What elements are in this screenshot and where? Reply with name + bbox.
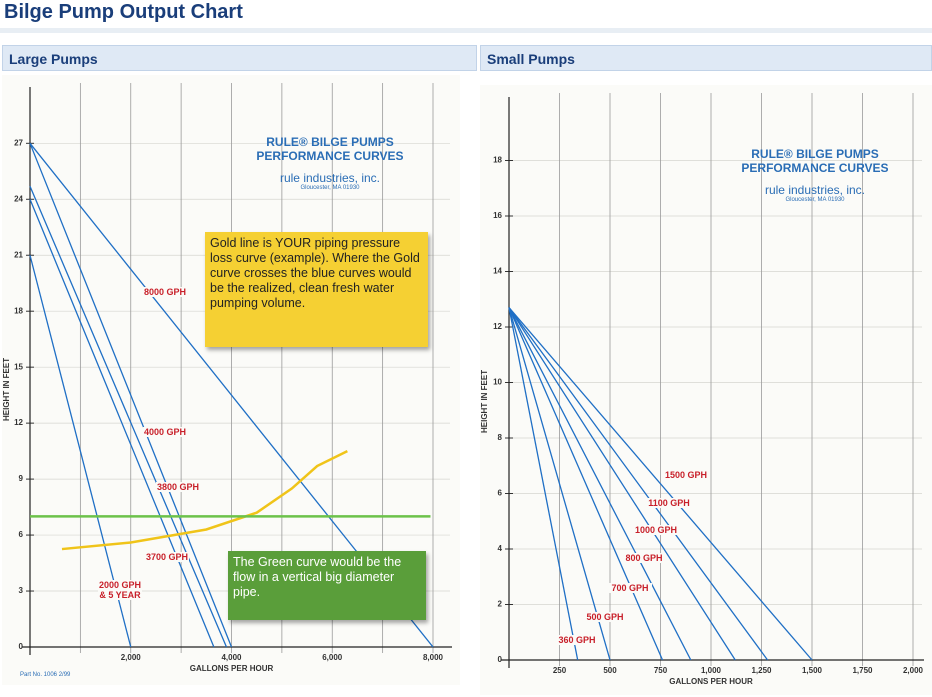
- curve: [29, 199, 215, 648]
- x-tick-label: 250: [553, 666, 567, 675]
- x-tick-label: 2,000: [121, 653, 142, 662]
- logo-text: PERFORMANCE CURVES: [256, 149, 404, 163]
- y-tick-label: 12: [14, 418, 23, 427]
- y-tick-label: 15: [14, 362, 23, 371]
- curve-label: 1000 GPH: [634, 525, 678, 535]
- x-tick-label: 2,000: [903, 666, 924, 675]
- y-tick-label: 27: [14, 138, 23, 147]
- chart: 0 2 4 6 8 10 12 14 16 18 250 500 750 1,000 1,250 1,500 1…: [493, 93, 924, 675]
- curve-label: 700 GPH: [608, 583, 652, 593]
- y-tick-label: 12: [493, 322, 502, 331]
- y-tick-label: 14: [493, 267, 502, 276]
- y-tick-label: 0: [498, 655, 503, 664]
- curve: [508, 307, 813, 661]
- panel-header: Large Pumps: [2, 45, 477, 71]
- curve: [508, 307, 692, 661]
- x-tick-label: 1,750: [852, 666, 873, 675]
- logo-text: PERFORMANCE CURVES: [741, 161, 889, 175]
- x-tick-label: 4,000: [221, 653, 242, 662]
- y-tick-label: 18: [14, 306, 23, 315]
- curve-label: 800 GPH: [622, 553, 666, 563]
- curve-label: 3800 GPH: [156, 482, 200, 492]
- logo-text: RULE® BILGE PUMPS: [266, 135, 394, 149]
- panel-header: Small Pumps: [480, 45, 932, 71]
- y-tick-label: 0: [19, 642, 24, 651]
- x-axis-label: GALLONS PER HOUR: [669, 677, 753, 686]
- page-title: Bilge Pump Output Chart: [4, 1, 243, 23]
- curve-label: 1500 GPH: [664, 470, 708, 480]
- curve-label: 3700 GPH: [145, 552, 189, 562]
- logo-text: Gloucester, MA 01930: [300, 185, 360, 191]
- y-axis-label: HEIGHT IN FEET: [2, 357, 11, 421]
- x-tick-label: 500: [603, 666, 617, 675]
- curve: [508, 307, 611, 661]
- y-tick-label: 21: [14, 250, 23, 259]
- y-tick-label: 4: [498, 544, 503, 553]
- curve: [508, 307, 664, 661]
- title-rule: [0, 28, 932, 33]
- y-tick-label: 3: [19, 586, 24, 595]
- y-tick-label: 24: [14, 194, 23, 203]
- logo-text: RULE® BILGE PUMPS: [751, 147, 879, 161]
- y-tick-label: 18: [493, 156, 502, 165]
- x-tick-label: 8,000: [423, 653, 444, 662]
- curve-label: 500 GPH: [583, 612, 627, 622]
- annotation: Gold line is YOUR piping pressure loss c…: [205, 232, 428, 347]
- curve: [29, 185, 228, 648]
- y-tick-label: 2: [498, 600, 503, 609]
- chart-image: 0 2 4 6 8 10 12 14 16 18 250 500 750 1,000 1,250 1,500 1…: [480, 85, 932, 695]
- logo-text: rule industries, inc.: [764, 183, 866, 197]
- y-tick-label: 16: [493, 211, 502, 220]
- logo-text: rule industries, inc.: [279, 171, 381, 185]
- curve: [508, 307, 769, 661]
- y-tick-label: 10: [493, 378, 502, 387]
- chart-image: 0 3 6 9 12 15 18 21 24 27 2,000 4,000 6,000 8,000 8000…: [2, 75, 460, 685]
- y-axis-label: HEIGHT IN FEET: [480, 369, 489, 433]
- footnote: Part No. 1006 2/99: [20, 672, 71, 678]
- y-tick-label: 8: [498, 433, 503, 442]
- x-tick-label: 6,000: [322, 653, 343, 662]
- curve-label: 1100 GPH: [647, 498, 691, 508]
- logo-text: Gloucester, MA 01930: [785, 197, 845, 203]
- curve: [508, 307, 579, 661]
- curve-label: 360 GPH: [555, 635, 599, 645]
- logo: RULE® BILGE PUMPS PERFORMANCE CURVES rule …: [715, 147, 915, 203]
- curve: [61, 450, 348, 551]
- y-tick-label: 9: [19, 474, 24, 483]
- curve: [29, 143, 233, 648]
- annotation: The Green curve would be the flow in a v…: [228, 551, 426, 620]
- curve-label: 4000 GPH: [143, 427, 187, 437]
- curve-label: 8000 GPH: [143, 287, 187, 297]
- x-tick-label: 1,500: [802, 666, 823, 675]
- curve-label: 2000 GPH & 5 YEAR: [98, 580, 142, 600]
- x-tick-label: 750: [654, 666, 668, 675]
- logo: RULE® BILGE PUMPS PERFORMANCE CURVES rule …: [230, 135, 430, 191]
- x-tick-label: 1,250: [751, 666, 772, 675]
- x-axis-label: GALLONS PER HOUR: [189, 664, 274, 673]
- y-tick-label: 6: [498, 489, 503, 498]
- curve: [508, 307, 736, 661]
- x-tick-label: 1,000: [701, 666, 722, 675]
- y-tick-label: 6: [19, 530, 24, 539]
